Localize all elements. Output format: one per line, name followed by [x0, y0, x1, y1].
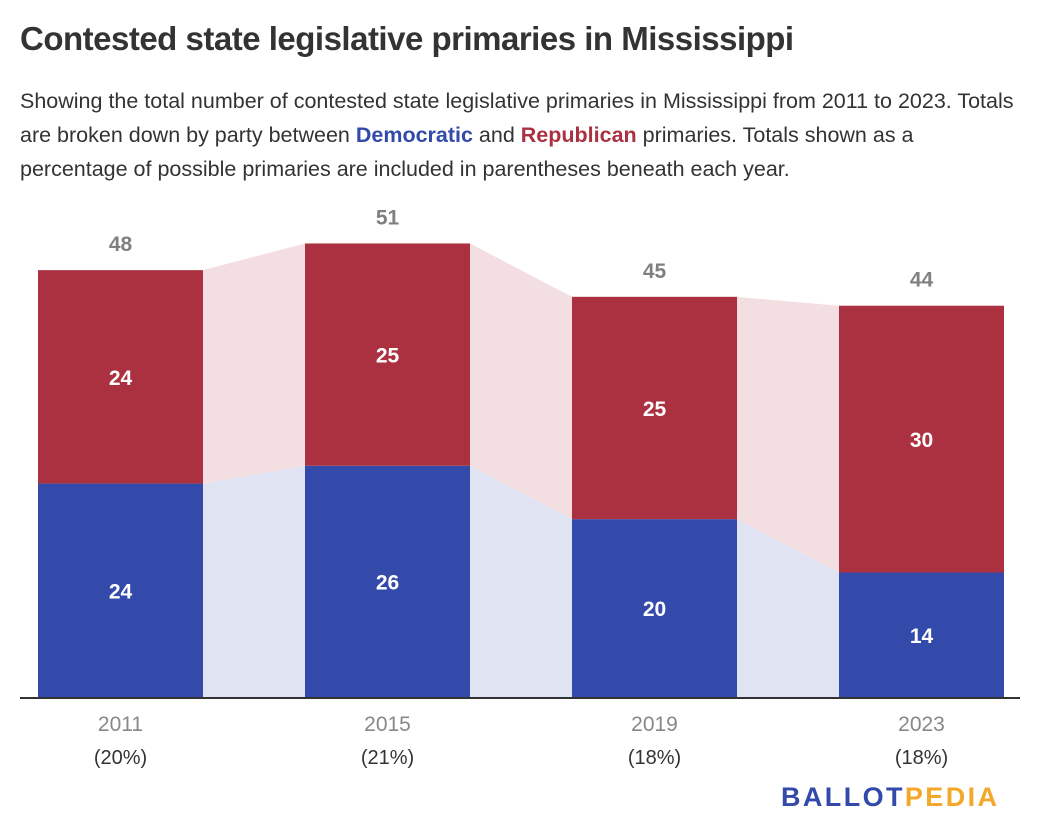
ballotpedia-logo: BALLOTPEDIA — [781, 782, 999, 813]
label-democratic-2011: 24 — [109, 580, 133, 603]
stacked-bar-chart: 24 24 48 26 25 51 20 25 45 14 30 44 2011 (20%) 2015 (2… — [20, 206, 1020, 769]
chart-title: Contested state legislative primaries in… — [20, 20, 794, 57]
logo-pedia: PEDIA — [904, 782, 1000, 812]
legend-republican: Republican — [520, 123, 637, 147]
connector-democratic — [737, 519, 839, 697]
x-tick-2019: 2019 — [631, 713, 678, 736]
label-democratic-2019: 20 — [643, 598, 666, 621]
label-republican-2015: 25 — [376, 345, 400, 368]
subtitle-text-1: Showing the total number of contested st… — [20, 89, 1014, 147]
x-sublabel-2011: (20%) — [94, 747, 147, 769]
connector-democratic — [470, 465, 572, 697]
bar-republican-2011 — [38, 270, 203, 484]
legend-democratic: Democratic — [355, 123, 473, 147]
connector-democratic — [203, 465, 305, 697]
bar-democratic-2019 — [572, 519, 737, 697]
subtitle-text-3: primaries. Totals shown as a percentage … — [20, 123, 914, 181]
x-axis-labels: 2011 (20%) 2015 (21%) 2019 (18%) 2023 (18%) — [94, 713, 948, 769]
label-republican-2019: 25 — [643, 398, 667, 421]
label-total-2011: 48 — [109, 233, 133, 256]
x-sublabel-2019: (18%) — [628, 747, 681, 769]
connector-republican — [203, 243, 305, 484]
chart-subtitle: Showing the total number of contested st… — [20, 84, 1025, 186]
x-tick-2023: 2023 — [898, 713, 945, 736]
label-republican-2011: 24 — [109, 367, 133, 390]
bar-republican-2023 — [839, 305, 1004, 573]
connector-republican — [470, 243, 572, 520]
bar-democratic-2011 — [38, 483, 203, 697]
x-tick-2011: 2011 — [98, 713, 143, 736]
connector-republican — [737, 296, 839, 573]
data-labels: 24 24 48 26 25 51 20 25 45 14 30 44 — [109, 206, 934, 647]
x-sublabel-2015: (21%) — [361, 747, 414, 769]
bars — [38, 243, 1004, 697]
x-sublabel-2023: (18%) — [895, 747, 948, 769]
label-democratic-2023: 14 — [910, 625, 934, 648]
bar-republican-2019 — [572, 296, 737, 520]
bar-democratic-2015 — [305, 465, 470, 697]
subtitle-text-2: and — [472, 123, 521, 147]
label-republican-2023: 30 — [910, 429, 933, 452]
connector-areas — [203, 243, 839, 697]
bar-democratic-2023 — [839, 572, 1004, 697]
label-total-2023: 44 — [910, 269, 934, 292]
logo-ballot: BALLOT — [781, 782, 905, 812]
bar-republican-2015 — [305, 243, 470, 466]
label-democratic-2015: 26 — [376, 571, 399, 594]
label-total-2015: 51 — [376, 206, 400, 229]
label-total-2019: 45 — [643, 260, 667, 283]
x-tick-2015: 2015 — [364, 713, 411, 736]
